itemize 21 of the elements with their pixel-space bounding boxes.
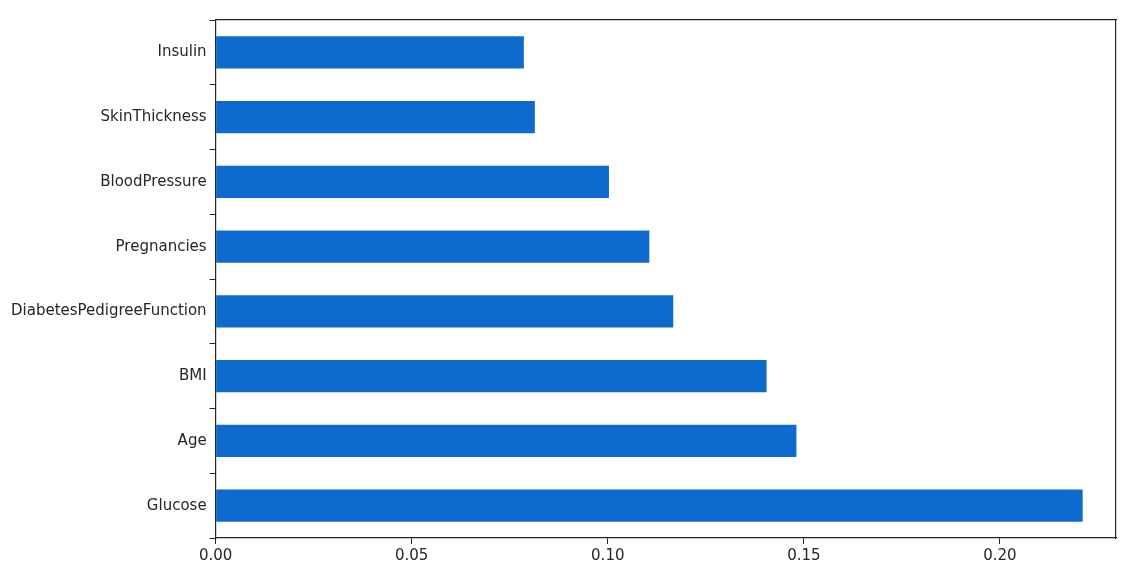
- bar: [216, 295, 674, 328]
- bar: [216, 100, 535, 134]
- bar: [216, 230, 650, 263]
- bar: [216, 489, 1083, 522]
- x-tick-label: 0.20: [983, 545, 1017, 564]
- y-tick-label: BMI: [178, 366, 207, 385]
- bar: [216, 359, 767, 393]
- bar: [216, 36, 524, 69]
- y-tick-label: Pregnancies: [115, 236, 207, 255]
- bar: [216, 424, 797, 458]
- y-tick-label: SkinThickness: [100, 107, 207, 126]
- y-tick-label: BloodPressure: [100, 171, 207, 190]
- x-tick-label: 0.00: [198, 545, 233, 564]
- x-tick-label: 0.05: [395, 545, 429, 564]
- x-tick-label: 0.10: [591, 545, 625, 564]
- y-tick-label: Glucose: [146, 495, 207, 514]
- y-tick-label: DiabetesPedigreeFunction: [10, 301, 207, 320]
- bar: [216, 165, 609, 199]
- y-tick-label: Insulin: [157, 42, 207, 61]
- y-tick-label: Age: [177, 430, 207, 449]
- x-tick-label: 0.15: [787, 545, 821, 564]
